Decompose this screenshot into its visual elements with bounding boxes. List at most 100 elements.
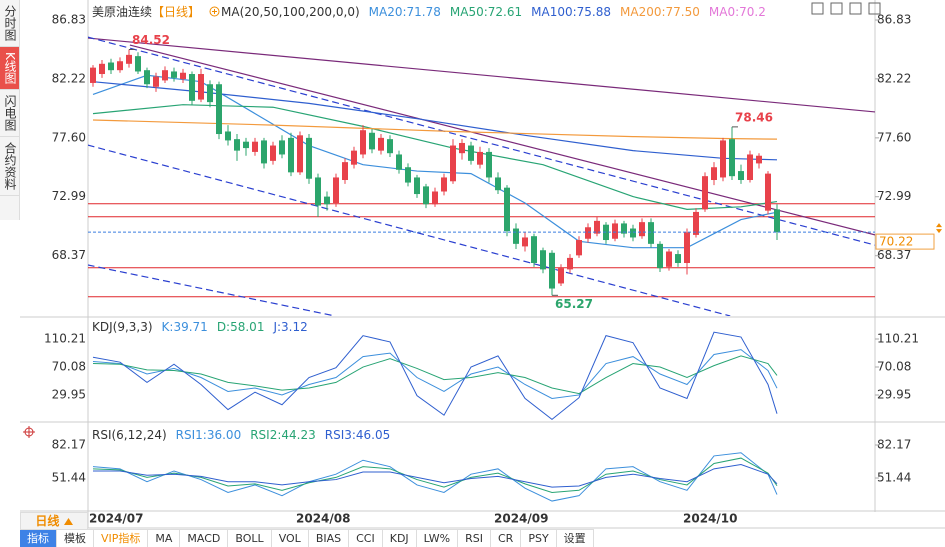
y-tick-label: 68.37 <box>877 248 911 262</box>
tab[interactable]: 闪电图 <box>0 90 19 137</box>
toolbar-item[interactable]: KDJ <box>383 530 417 547</box>
toolbar-item[interactable]: VIP指标 <box>94 530 149 547</box>
trend-line <box>88 264 336 316</box>
y-tick-label: 82.17 <box>52 438 86 452</box>
candle-body <box>657 243 663 269</box>
candle-body <box>774 209 780 233</box>
y-tick-label: 110.21 <box>877 331 919 345</box>
candle-body <box>684 232 690 264</box>
icon-button[interactable] <box>830 2 843 15</box>
candle-body <box>135 56 141 72</box>
candle-body <box>153 76 159 87</box>
candle-body <box>288 137 294 173</box>
candle-body <box>261 140 267 164</box>
rsi-header: RSI(6,12,24) RSI1:36.00 RSI2:44.23 RSI3:46… <box>92 428 390 442</box>
candle-body <box>117 61 123 71</box>
toolbar-item[interactable]: 设置 <box>557 530 594 547</box>
toolbar-item[interactable]: 指标 <box>20 530 57 547</box>
candle-body <box>666 251 672 267</box>
x-tick-label: 2024/07 <box>89 512 143 526</box>
y-tick-label: 82.17 <box>877 438 911 452</box>
legend-entry: D:58.01 <box>216 320 265 334</box>
high-label: 78.46 <box>735 110 773 124</box>
tab[interactable]: 合约资料 <box>0 137 19 196</box>
period-label: 【日线】 <box>152 5 201 19</box>
candle-body <box>369 132 375 150</box>
icon-button[interactable] <box>868 2 881 15</box>
toolbar-item[interactable]: 模板 <box>57 530 94 547</box>
candle-body <box>387 139 393 154</box>
candle-body <box>126 54 132 64</box>
trend-line <box>88 37 875 113</box>
toolbar-item[interactable]: VOL <box>272 530 309 547</box>
candle-body <box>720 140 726 178</box>
candle-body <box>441 177 447 192</box>
candle-body <box>612 223 618 239</box>
candle-body <box>342 162 348 181</box>
y-tick-label: 82.22 <box>52 71 86 85</box>
candle-body <box>432 191 438 205</box>
y-tick-label: 77.60 <box>877 130 911 144</box>
legend-entry: RSI3:46.05 <box>324 428 391 442</box>
candle-body <box>423 186 429 205</box>
candle-body <box>540 250 546 270</box>
candle-body <box>576 240 582 256</box>
toolbar-item[interactable]: MA <box>148 530 181 547</box>
toolbar-item[interactable]: CCI <box>349 530 383 547</box>
candle-body <box>747 154 753 181</box>
legend-entry: K:39.71 <box>161 320 208 334</box>
candle-body <box>549 252 555 289</box>
candle-body <box>711 167 717 181</box>
y-tick-label: 86.83 <box>877 13 911 27</box>
candle-body <box>225 131 231 141</box>
candle-body <box>198 74 204 100</box>
candle-body <box>315 177 321 206</box>
indicator-label: MA(20,50,100,200,0,0) <box>221 4 360 19</box>
candle-body <box>180 72 186 80</box>
toolbar-item[interactable]: PSY <box>521 530 557 547</box>
candle-body <box>162 70 168 81</box>
high-label: 84.52 <box>132 33 170 47</box>
period-selector[interactable]: 日线 <box>20 512 88 530</box>
icon-button[interactable] <box>811 2 824 15</box>
icon-button[interactable] <box>849 2 862 15</box>
indicator-line <box>92 349 778 399</box>
candle-body <box>189 74 195 101</box>
legend-entry: MA0:70.2 <box>708 4 766 19</box>
toolbar-item[interactable]: BOLL <box>228 530 272 547</box>
candle-body <box>693 211 699 235</box>
candle-body <box>756 155 762 164</box>
candle-body <box>702 176 708 210</box>
indicator-line <box>92 457 778 493</box>
toolbar-item[interactable]: CR <box>491 530 522 547</box>
candle-body <box>630 228 636 238</box>
sidebar: 分时图 K线图 闪电图 合约资料 <box>0 0 20 220</box>
candle-body <box>603 224 609 241</box>
y-tick-label: 72.99 <box>877 189 911 203</box>
instrument-title: 美原油连续 <box>92 5 153 19</box>
toolbar-item[interactable]: RSI <box>458 530 491 547</box>
toolbar-item[interactable]: LW% <box>417 530 459 547</box>
candle-body <box>765 173 771 211</box>
candle-body <box>468 145 474 161</box>
candle-body <box>639 222 645 237</box>
toolbar-item[interactable]: BIAS <box>309 530 350 547</box>
indicator-line <box>93 464 778 488</box>
candle-body <box>504 187 510 232</box>
toolbar-item[interactable]: MACD <box>180 530 229 547</box>
legend-entry: RSI1:36.00 <box>175 428 242 442</box>
candle-body <box>90 67 96 83</box>
trend-line <box>88 36 875 246</box>
main-plot <box>88 36 875 316</box>
toolbar-icons <box>811 2 881 15</box>
add-icon[interactable] <box>209 6 220 17</box>
candle-body <box>477 151 483 165</box>
tab[interactable]: 分时图 <box>0 0 19 47</box>
candle-body <box>513 228 519 244</box>
candle-body <box>450 145 456 182</box>
caret-icon <box>63 518 73 525</box>
tab[interactable]: K线图 <box>0 47 19 90</box>
y-tick-label: 29.95 <box>877 387 911 401</box>
candle-body <box>234 139 240 151</box>
